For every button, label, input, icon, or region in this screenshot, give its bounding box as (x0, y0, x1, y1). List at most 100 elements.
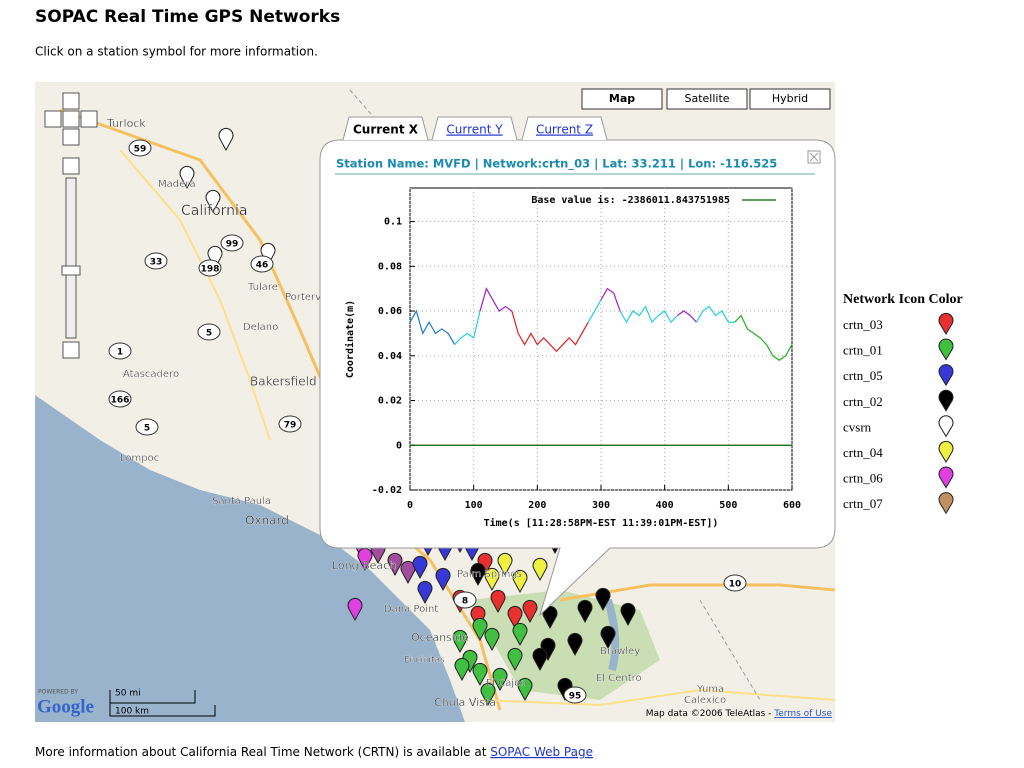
station-marker[interactable] (532, 557, 548, 582)
zoom-in[interactable] (62, 157, 80, 175)
tab[interactable] (521, 116, 608, 141)
station-marker[interactable] (600, 625, 616, 650)
place-label: Oxnard (245, 514, 289, 528)
pan-down[interactable] (62, 128, 80, 146)
zoom-slider[interactable] (65, 177, 77, 339)
tab[interactable] (431, 116, 518, 141)
station-marker[interactable] (179, 165, 195, 190)
highway-number: 33 (150, 258, 163, 268)
zoom-control[interactable] (44, 92, 98, 359)
station-marker[interactable] (470, 562, 486, 587)
map-type-button[interactable] (666, 88, 748, 110)
station-marker[interactable] (470, 605, 486, 630)
map-type-label[interactable]: Satellite (684, 92, 729, 105)
pan-left[interactable] (44, 110, 62, 128)
data-line (454, 310, 481, 346)
station-marker[interactable] (512, 622, 528, 647)
tab-label[interactable]: Current X (353, 123, 419, 137)
zoom-thumb[interactable] (61, 265, 81, 276)
map-type-label[interactable]: Map (609, 92, 635, 105)
legend-network: cvsrn (843, 419, 872, 434)
tab[interactable] (342, 116, 429, 141)
highway-number: 1 (117, 348, 123, 358)
station-marker[interactable] (417, 580, 433, 605)
legend-network: crtn_02 (843, 394, 883, 409)
highway-number: 5 (144, 424, 150, 434)
station-marker[interactable] (595, 587, 611, 612)
x-tick-label: 0 (407, 500, 413, 511)
instruction: Click on a station symbol for more infor… (35, 45, 318, 59)
station-marker[interactable] (472, 662, 488, 687)
station-marker[interactable] (400, 560, 416, 585)
pan-right[interactable] (80, 110, 98, 128)
station-marker[interactable] (218, 127, 234, 152)
highway-shield (128, 139, 152, 157)
terms-link[interactable]: Terms of Use (773, 709, 832, 719)
station-marker[interactable] (477, 552, 493, 577)
station-marker[interactable] (260, 242, 276, 267)
station-marker[interactable] (412, 555, 428, 580)
station-marker[interactable] (490, 589, 506, 614)
station-marker[interactable] (207, 245, 223, 270)
station-marker[interactable] (484, 627, 500, 652)
highway-shield (723, 574, 747, 592)
station-marker[interactable] (454, 657, 470, 682)
station-marker[interactable] (522, 599, 538, 624)
station-marker[interactable] (347, 597, 363, 622)
highway-number: 10 (729, 580, 742, 590)
station-marker[interactable] (492, 667, 508, 692)
pan-up[interactable] (62, 92, 80, 110)
x-tick-label: 600 (783, 500, 801, 511)
station-marker[interactable] (532, 647, 548, 672)
zoom-out[interactable] (62, 341, 80, 359)
footer: More information about California Real T… (35, 745, 593, 759)
legend-network: crtn_04 (843, 445, 883, 460)
station-marker[interactable] (507, 605, 523, 630)
place-label: Encinitas (404, 656, 445, 666)
station-marker[interactable] (512, 569, 528, 594)
legend-icon (938, 364, 954, 387)
station-marker[interactable] (205, 189, 221, 214)
station-marker[interactable] (387, 552, 403, 577)
station-marker[interactable] (577, 599, 593, 624)
legend-icon (938, 312, 954, 335)
data-line (619, 305, 678, 324)
highway-number: 79 (284, 421, 297, 431)
station-marker[interactable] (542, 605, 558, 630)
highway-shield (108, 390, 132, 408)
data-line (511, 310, 589, 353)
map-type-label[interactable]: Hybrid (772, 92, 808, 105)
map-type-button[interactable] (581, 88, 663, 110)
station-marker[interactable] (435, 567, 451, 592)
tab-label[interactable]: Current Z (536, 123, 593, 137)
pan-center[interactable] (62, 110, 80, 128)
highway-number: 99 (226, 240, 239, 250)
road (119, 149, 271, 441)
station-marker[interactable] (507, 647, 523, 672)
station-markers (179, 127, 636, 707)
station-marker[interactable] (497, 552, 513, 577)
station-marker[interactable] (452, 629, 468, 654)
highway-shield (144, 252, 168, 270)
place-label: Santa Paula (212, 496, 271, 507)
map-type-button[interactable] (749, 88, 831, 110)
tab-label[interactable]: Current Y (446, 123, 503, 137)
legend-icon (938, 440, 954, 463)
station-marker[interactable] (540, 637, 556, 662)
station-marker[interactable] (567, 632, 583, 657)
highway-number: 8 (462, 597, 468, 607)
station-marker[interactable] (480, 682, 496, 707)
legend-network: crtn_07 (843, 496, 883, 511)
station-marker[interactable] (472, 617, 488, 642)
plot-area (409, 187, 793, 491)
legend-icon (938, 338, 954, 361)
station-marker[interactable] (517, 677, 533, 702)
station-marker[interactable] (484, 567, 500, 592)
station-marker[interactable] (620, 602, 636, 627)
legend-title: Network Icon Color (843, 292, 963, 307)
x-tick-label: 300 (592, 500, 610, 511)
scale-label: 50 mi (115, 689, 141, 699)
footer-link[interactable]: SOPAC Web Page (490, 745, 593, 759)
